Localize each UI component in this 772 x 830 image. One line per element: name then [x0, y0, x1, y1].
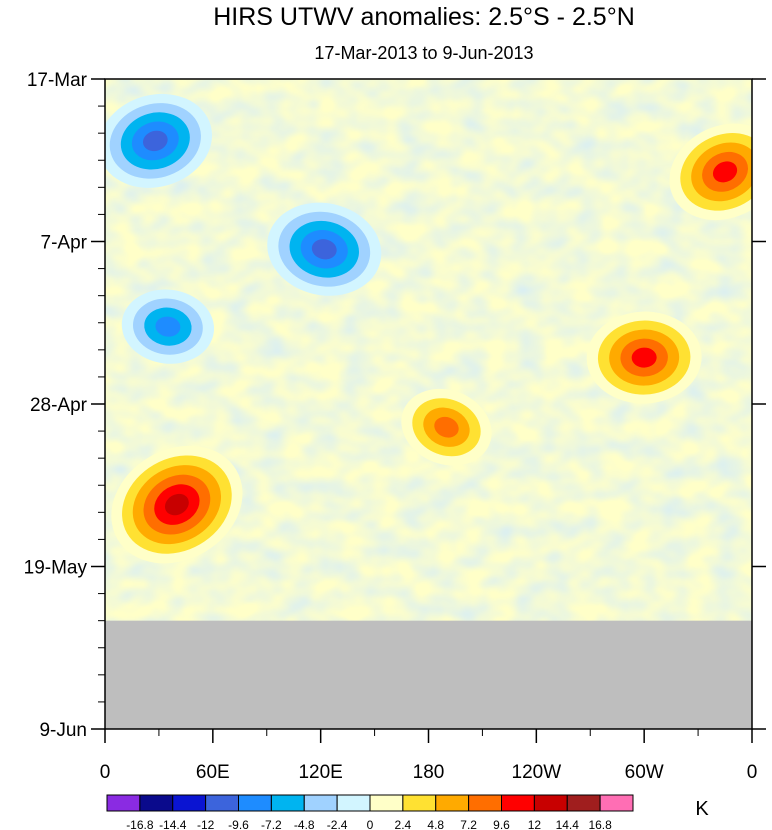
y-tick-label: 9-Jun — [39, 720, 87, 741]
anomaly-feature — [105, 93, 213, 188]
anomaly-feature — [267, 202, 382, 296]
anomaly-feature — [121, 289, 215, 364]
colorbar-label: 4.8 — [427, 818, 444, 830]
colorbar-label: 12 — [528, 818, 542, 830]
contour-ring — [311, 239, 337, 260]
y-tick-label: 28-Apr — [30, 395, 88, 416]
colorbar-label: 0 — [367, 818, 374, 830]
contour-ring — [155, 316, 181, 337]
colorbar-swatch — [336, 794, 371, 812]
colorbar-swatch — [238, 794, 272, 812]
x-tick-label: 180 — [413, 762, 445, 783]
y-tick-label: 7-Apr — [41, 233, 88, 254]
colorbar-swatch — [270, 794, 305, 812]
colorbar-label: -2.4 — [327, 818, 348, 830]
contour-ring — [434, 416, 459, 438]
colorbar-swatch — [599, 794, 634, 812]
colorbar-label: 2.4 — [395, 818, 412, 830]
colorbar-swatch — [369, 794, 404, 812]
colorbar-unit: K — [695, 798, 709, 820]
colorbar-label: -7.2 — [261, 818, 282, 830]
colorbar-label: 7.2 — [460, 818, 477, 830]
y-tick-label: 17-Mar — [27, 70, 88, 91]
colorbar-label: 16.8 — [588, 818, 612, 830]
plot-area — [105, 79, 752, 729]
colorbar-label: 14.4 — [556, 818, 580, 830]
x-tick-label: 120W — [512, 762, 562, 783]
colorbar-swatch — [172, 794, 207, 812]
colorbar-swatch — [106, 794, 141, 812]
colorbar-swatch — [468, 794, 502, 812]
colorbar-label: -9.6 — [228, 818, 249, 830]
x-tick-label: 60E — [196, 762, 230, 783]
colorbar-swatch — [303, 794, 338, 812]
missing-data-region — [105, 620, 752, 729]
contour-ring — [631, 347, 657, 368]
x-tick-label: 120E — [298, 762, 342, 783]
x-tick-label: 0 — [747, 762, 758, 783]
colorbar-label: -16.8 — [126, 818, 154, 830]
chart-subtitle: 17-Mar-2013 to 9-Jun-2013 — [314, 43, 533, 63]
colorbar-label: 9.6 — [493, 818, 510, 830]
x-tick-label: 60W — [625, 762, 664, 783]
colorbar-swatch — [435, 794, 470, 812]
anomaly-feature — [669, 123, 752, 221]
colorbar-swatch — [566, 794, 601, 812]
anomaly-feature — [111, 445, 243, 564]
colorbar-label: -4.8 — [294, 818, 315, 830]
colorbar-swatch — [533, 794, 568, 812]
colorbar-swatch — [139, 794, 174, 812]
contour-ring — [164, 493, 189, 516]
chart-title: HIRS UTWV anomalies: 2.5°S - 2.5°N — [213, 3, 635, 31]
contour-ring — [712, 161, 738, 183]
colorbar-label: -12 — [197, 818, 215, 830]
colorbar-swatch — [501, 794, 535, 812]
x-tick-label: 0 — [100, 762, 111, 783]
y-tick-label: 19-May — [24, 558, 88, 579]
colorbar-label: -14.4 — [159, 818, 187, 830]
colorbar-swatch — [205, 794, 239, 812]
anomaly-feature — [586, 311, 702, 404]
colorbar-swatch — [402, 794, 437, 812]
contour-ring — [142, 130, 168, 152]
anomaly-feature — [401, 388, 492, 466]
